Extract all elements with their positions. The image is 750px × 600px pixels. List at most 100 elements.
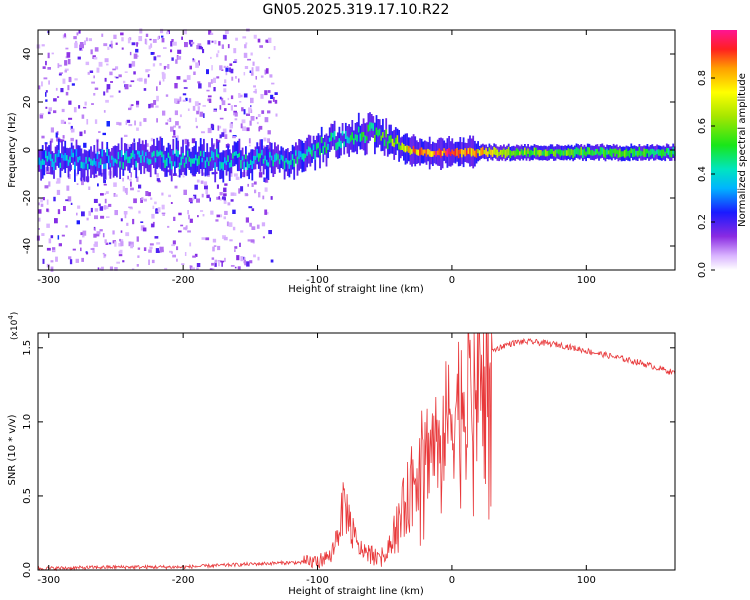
spectrogram-noise-cell: [83, 130, 86, 134]
spectrogram-noise-cell: [50, 127, 54, 133]
spectrogram-ridge-cell: [670, 149, 673, 158]
spectrogram-noise-cell: [210, 123, 214, 129]
spectrogram-noise-cell: [265, 39, 268, 43]
spectrogram-ridge-cell: [103, 163, 105, 169]
spectrogram-noise-cell: [103, 43, 108, 47]
spectrogram-noise-cell: [267, 138, 270, 143]
spectrogram-noise-cell: [78, 105, 81, 109]
spectrogram-ridge-cell: [185, 157, 188, 164]
spectrogram-noise-cell: [48, 107, 52, 112]
spectrogram-noise-cell: [161, 35, 164, 38]
spectrogram-ridge-cell: [249, 159, 252, 165]
spectrogram-ridge-cell: [375, 127, 378, 135]
spectrogram-ridge-cell: [635, 150, 637, 156]
spectrogram-noise-cell: [133, 53, 138, 59]
spectrogram-ridge-cell: [449, 151, 452, 156]
spectrogram-noise-cell: [99, 267, 102, 270]
spectrogram-noise-cell: [224, 183, 228, 186]
spectrogram-ridge-cell: [554, 149, 557, 158]
spectrogram-noise-cell: [101, 33, 104, 37]
spectrogram-noise-cell: [83, 106, 87, 109]
spectrogram-ridge-cell: [177, 150, 179, 158]
spectrogram-noise-cell: [104, 254, 107, 257]
spectrogram-noise-cell: [118, 254, 123, 257]
spectrogram-noise-cell: [213, 110, 217, 112]
spectrogram-ridge-cell: [165, 158, 168, 167]
spectrogram-ridge-cell: [465, 150, 468, 156]
spectrogram-noise-cell: [157, 207, 161, 213]
snr-y-ticks: 0.0 0.5 1.0 1.5: [22, 340, 675, 578]
spectrogram-noise-cell: [155, 208, 158, 211]
spectrogram-noise-cell: [183, 79, 187, 83]
spectrogram-ridge-cell: [553, 151, 555, 157]
spectrogram-noise-cell: [196, 179, 200, 183]
spectrogram-ridge-cell: [193, 158, 196, 164]
spectrogram-noise-cell: [103, 205, 107, 210]
spectrogram-noise-cell: [102, 252, 105, 255]
spectrogram-ridge-cell: [615, 149, 618, 154]
spectrogram-noise-cell: [195, 117, 197, 122]
spectrogram-noise-cell: [190, 43, 193, 47]
spectrogram-ridge-cell: [559, 149, 562, 157]
spectrogram-ridge-cell: [82, 162, 84, 169]
spectrogram-noise-cell: [109, 266, 113, 271]
spectrogram-ridge-cell: [124, 152, 126, 161]
spectrogram-ridge-cell: [122, 162, 125, 169]
spectrogram-noise-cell: [243, 109, 246, 115]
spectrogram-noise-cell: [105, 191, 109, 194]
spectrogram-noise-cell: [121, 47, 124, 50]
spectrogram-noise-cell: [233, 48, 237, 54]
spectrogram-ridge-cell: [125, 150, 128, 160]
spectrogram-noise-cell: [44, 185, 49, 189]
spectrogram-noise-cell: [106, 121, 110, 127]
spectrogram-noise-cell: [211, 172, 215, 175]
spectrogram-noise-cell: [269, 74, 273, 78]
spectrogram-noise-cell: [175, 59, 178, 64]
spectrogram-noise-cell: [98, 203, 101, 207]
spectrogram-noise-cell: [267, 90, 271, 93]
spectrogram-noise-cell: [221, 132, 225, 137]
spectrogram-noise-cell: [114, 241, 117, 247]
spectrogram-ridge-cell: [233, 151, 236, 156]
spectrogram-noise-cell: [198, 45, 202, 50]
spectrogram-noise-cell: [208, 29, 212, 35]
spectrogram-noise-cell: [46, 208, 49, 212]
spectrogram-ridge-cell: [456, 147, 458, 156]
spectrogram-noise-cell: [133, 138, 136, 143]
spectrogram-noise-cell: [140, 198, 143, 203]
spectrogram-noise-cell: [59, 72, 63, 74]
spectrogram-noise-cell: [46, 263, 50, 268]
spectrogram-noise-cell: [62, 78, 66, 84]
spectrogram-noise-cell: [192, 105, 196, 111]
spectrogram-noise-cell: [155, 105, 159, 108]
spectrogram-ridge-cell: [544, 149, 547, 157]
spectrogram-ridge-cell: [570, 148, 573, 156]
spectrogram-noise-cell: [157, 36, 159, 40]
snr-multiplier-exponent: 4: [7, 315, 15, 320]
spectrogram-noise-cell: [215, 171, 218, 174]
spectrogram-noise-cell: [95, 233, 100, 237]
spectrogram-ridge-cell: [536, 150, 539, 155]
spectrogram-noise-cell: [80, 232, 85, 236]
spectrogram-ridge-cell: [503, 148, 505, 155]
spectrogram-noise-cell: [145, 143, 149, 147]
spectrogram-ridge-cell: [186, 150, 189, 157]
spectrogram-ridge-cell: [475, 149, 478, 158]
spectrogram-noise-cell: [82, 230, 87, 236]
snr-x-tick-label: 100: [577, 575, 596, 586]
spectrogram-noise-cell: [233, 110, 237, 113]
spectrogram-noise-cell: [265, 68, 269, 74]
spectrogram-noise-cell: [211, 262, 214, 266]
spectrogram-noise-cell: [230, 95, 234, 100]
spectrogram-noise-cell: [46, 199, 49, 205]
spectrogram-ridge-cell: [451, 149, 454, 155]
spectrogram-ridge-cell: [596, 149, 599, 154]
snr-y-tick-label: 0.5: [22, 488, 33, 504]
spectrogram-noise-cell: [131, 61, 136, 67]
spectrogram-ridge-cell: [461, 149, 463, 158]
spectrogram-noise-cell: [223, 216, 226, 220]
spectrogram-noise-cell: [239, 242, 241, 247]
spectrogram-ridge-cell: [572, 149, 575, 158]
spectrogram-noise-cell: [233, 110, 236, 116]
spectrogram-noise-cell: [76, 172, 79, 177]
